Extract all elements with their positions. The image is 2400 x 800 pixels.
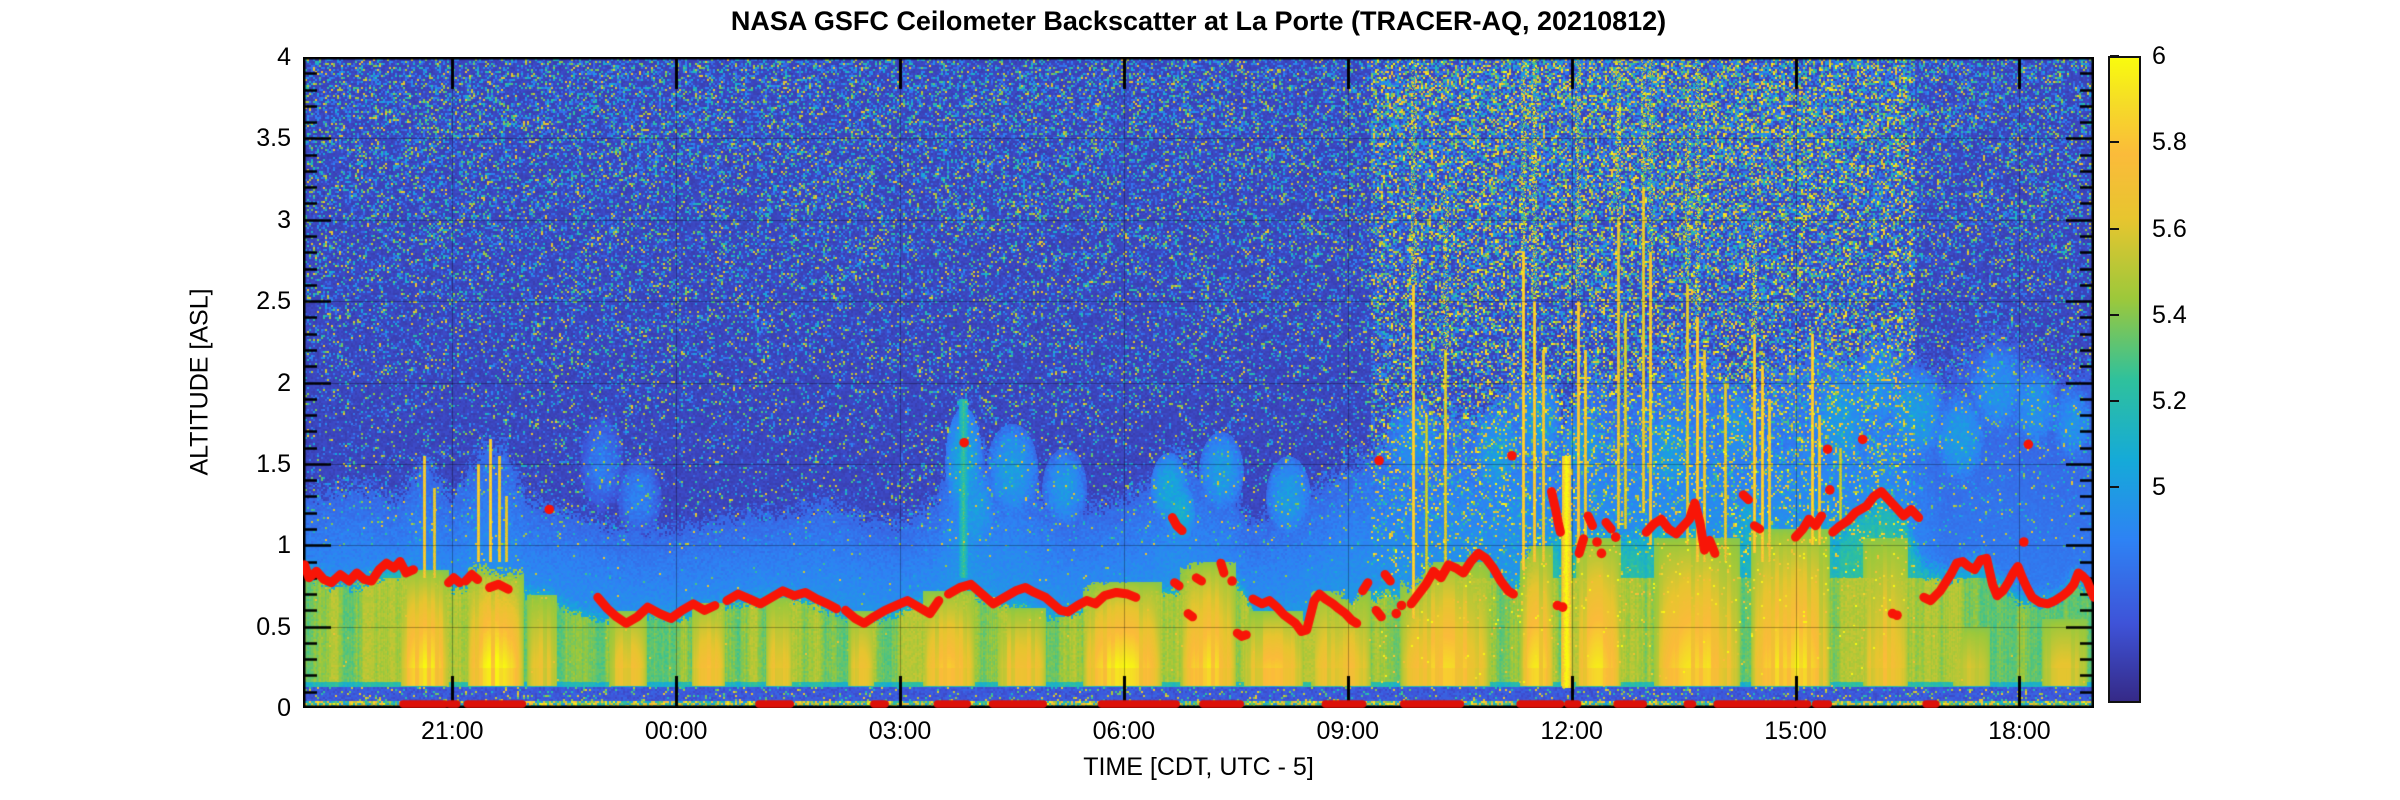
x-tick-label: 21:00: [420, 717, 484, 745]
colorbar-label: 6: [2152, 42, 2166, 70]
colorbar-label: 5: [2152, 473, 2166, 502]
colorbar-tick: [2110, 400, 2119, 403]
y-tick-label: 3: [277, 205, 291, 234]
x-tick-label: 06:00: [1092, 717, 1156, 745]
colorbar-tick: [2110, 141, 2119, 144]
plot-area: [303, 57, 2094, 708]
x-tick-label: 09:00: [1316, 717, 1380, 745]
x-tick-label: 18:00: [1988, 717, 2051, 745]
x-tick-label: 00:00: [644, 717, 708, 745]
colorbar-tick: [2110, 313, 2119, 316]
y-tick-label: 1: [277, 531, 291, 560]
y-tick-label: 0: [277, 694, 291, 722]
y-tick-label: 2.5: [256, 287, 291, 316]
colorbar-label: 5.6: [2152, 214, 2187, 243]
y-tick-label: 3.5: [256, 124, 291, 153]
y-tick-label: 2: [277, 368, 291, 397]
colorbar-label: 5.2: [2152, 387, 2187, 416]
y-tick-label: 4: [277, 43, 291, 71]
y-tick-label: 0.5: [256, 612, 291, 641]
colorbar-tick: [2110, 55, 2119, 57]
colorbar-tick: [2110, 227, 2119, 230]
heatmap-canvas: [303, 57, 2094, 708]
x-tick-label: 15:00: [1764, 717, 1827, 745]
y-tick-label: 1.5: [256, 449, 291, 478]
colorbar-tick: [2110, 486, 2119, 489]
plot-title: NASA GSFC Ceilometer Backscatter at La P…: [730, 6, 1667, 36]
x-tick-label: 03:00: [868, 717, 932, 745]
x-axis-label: TIME [CDT, UTC - 5]: [1083, 753, 1314, 781]
colorbar-label: 5.4: [2152, 300, 2187, 329]
colorbar: [2108, 56, 2141, 703]
colorbar-label: 5.8: [2152, 128, 2187, 157]
x-tick-label: 12:00: [1540, 717, 1603, 745]
